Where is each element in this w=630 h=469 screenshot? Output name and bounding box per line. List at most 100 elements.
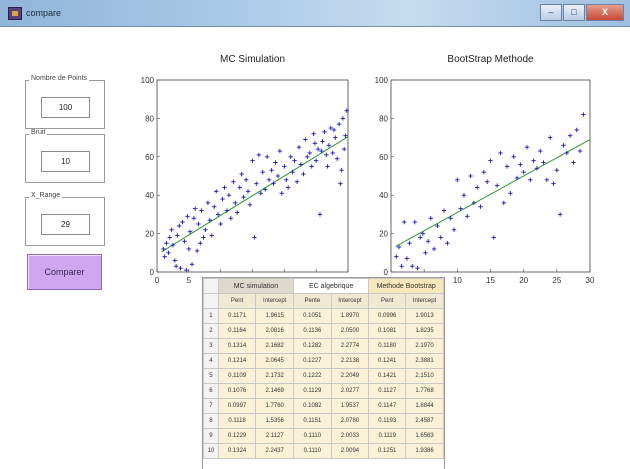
table-cell[interactable]: 2.0500 (330, 323, 370, 339)
data-point (441, 208, 447, 213)
table-cell[interactable]: 0.1282 (293, 338, 332, 354)
y-tick-label: 60 (379, 153, 388, 162)
bruit-input[interactable]: 10 (41, 151, 90, 172)
table-cell[interactable]: 0.1136 (293, 323, 332, 339)
table-cell[interactable]: 0.1051 (293, 308, 332, 324)
data-point (581, 112, 586, 117)
data-point (333, 135, 338, 140)
row-number: 8 (203, 413, 219, 429)
table-cell[interactable]: 0.1082 (293, 398, 332, 414)
x-tick-label: 0 (155, 276, 160, 285)
table-cell[interactable]: 1.9537 (330, 398, 370, 414)
chart-mc-simulation: MC Simulation051015202530020406080100 (141, 46, 353, 285)
y-tick-label: 100 (141, 76, 155, 85)
table-cell[interactable]: 0.1081 (368, 323, 407, 339)
table-cell[interactable]: 2.2138 (330, 353, 370, 369)
data-point (271, 181, 276, 186)
table-cell[interactable]: 0.0997 (217, 398, 257, 414)
data-point (412, 219, 418, 225)
table-cell[interactable]: 1.6563 (405, 428, 444, 444)
table-cell[interactable]: 0.1314 (217, 338, 257, 354)
table-cell[interactable]: 2.2437 (255, 443, 295, 459)
table-cell[interactable]: 0.1129 (293, 383, 332, 399)
table-cell[interactable]: 0.1127 (368, 383, 407, 399)
y-tick-label: 60 (145, 153, 154, 162)
table-cell[interactable]: 0.1229 (217, 428, 257, 444)
table-cell[interactable]: 1.8235 (405, 323, 444, 339)
table-cell[interactable]: 1.9615 (255, 308, 295, 324)
y-tick-label: 100 (375, 76, 389, 85)
table-cell[interactable]: 2.2774 (330, 338, 370, 354)
table-cell[interactable]: 2.0645 (255, 353, 295, 369)
data-point (451, 227, 457, 232)
data-point (511, 154, 516, 159)
table-cell[interactable]: 0.1076 (217, 383, 257, 399)
table-cell[interactable]: 2.1970 (405, 338, 444, 354)
table-cell[interactable]: 0.1151 (293, 413, 332, 429)
table-cell[interactable]: 0.1193 (368, 413, 407, 429)
table-cell[interactable]: 2.3881 (405, 353, 444, 369)
data-point (235, 210, 240, 215)
table-cell[interactable]: 1.7760 (255, 398, 295, 414)
table-cell[interactable]: 1.5356 (255, 413, 295, 429)
data-point (564, 150, 569, 156)
table-cell[interactable]: 0.1324 (217, 443, 257, 459)
table-cell[interactable]: 0.1110 (293, 443, 332, 459)
table-cell[interactable]: 2.1127 (255, 428, 295, 444)
table-cell[interactable]: 2.1682 (255, 338, 295, 354)
data-point (182, 239, 187, 244)
table-cell[interactable]: 2.0816 (255, 323, 295, 339)
table-cell[interactable]: 1.7768 (405, 383, 444, 399)
row-number: 4 (203, 353, 219, 369)
table-cell[interactable]: 2.0780 (330, 413, 370, 429)
close-button[interactable]: X (586, 4, 624, 21)
table-cell[interactable]: 2.0033 (330, 428, 370, 444)
table-cell[interactable]: 0.1119 (368, 428, 407, 444)
data-point (288, 154, 293, 159)
x-range-input[interactable]: 29 (41, 214, 90, 235)
data-point (237, 185, 242, 190)
table-cell[interactable]: 2.0094 (330, 443, 370, 459)
table-row: 10 0.1324 2.2437 0.1110 2.0094 0.1251 1.9386 (203, 443, 444, 459)
table-cell[interactable]: 0.1109 (217, 368, 257, 384)
table-cell[interactable]: 2.1510 (405, 368, 444, 384)
x-tick-label: 5 (187, 276, 192, 285)
title-bar[interactable]: compare – □ X (0, 0, 630, 27)
table-cell[interactable]: 0.1147 (368, 398, 407, 414)
table-cell[interactable]: 2.0277 (330, 383, 370, 399)
table-cell[interactable]: 0.1251 (368, 443, 407, 459)
table-cell[interactable]: 0.0996 (368, 308, 407, 324)
data-point (438, 235, 443, 240)
data-point (245, 189, 251, 194)
data-point (175, 233, 180, 238)
table-cell[interactable]: 0.1180 (368, 338, 407, 354)
results-table[interactable]: MC simulation EC algebrique Methode Boot… (202, 277, 445, 469)
table-cell[interactable]: 0.1241 (368, 353, 407, 369)
table-cell[interactable]: 1.8970 (330, 308, 370, 324)
table-cell[interactable]: 0.1118 (217, 413, 257, 429)
table-cell[interactable]: 0.1110 (293, 428, 332, 444)
table-cell[interactable]: 1.8844 (405, 398, 444, 414)
table-cell[interactable]: 0.1171 (217, 308, 257, 324)
table-cell[interactable]: 1.9013 (405, 308, 444, 324)
nombre-de-points-input[interactable]: 100 (41, 97, 90, 118)
minimize-button[interactable]: – (540, 4, 562, 21)
table-cell[interactable]: 0.1164 (217, 323, 257, 339)
table-cell[interactable]: 0.1227 (293, 353, 332, 369)
data-point (312, 141, 318, 146)
data-point (167, 235, 172, 240)
comparer-button[interactable]: Comparer (27, 254, 102, 290)
table-cell[interactable]: 0.1421 (368, 368, 407, 384)
maximize-button[interactable]: □ (563, 4, 585, 21)
data-point (435, 223, 440, 229)
data-point (425, 239, 431, 244)
data-point (290, 169, 295, 175)
table-cell[interactable]: 0.1214 (217, 353, 257, 369)
table-cell[interactable]: 1.9386 (405, 443, 444, 459)
data-point (521, 169, 526, 175)
table-cell[interactable]: 2.2049 (330, 368, 370, 384)
table-cell[interactable]: 0.1222 (293, 368, 332, 384)
table-cell[interactable]: 2.1732 (255, 368, 295, 384)
table-cell[interactable]: 2.1469 (255, 383, 295, 399)
table-cell[interactable]: 2.4587 (405, 413, 444, 429)
